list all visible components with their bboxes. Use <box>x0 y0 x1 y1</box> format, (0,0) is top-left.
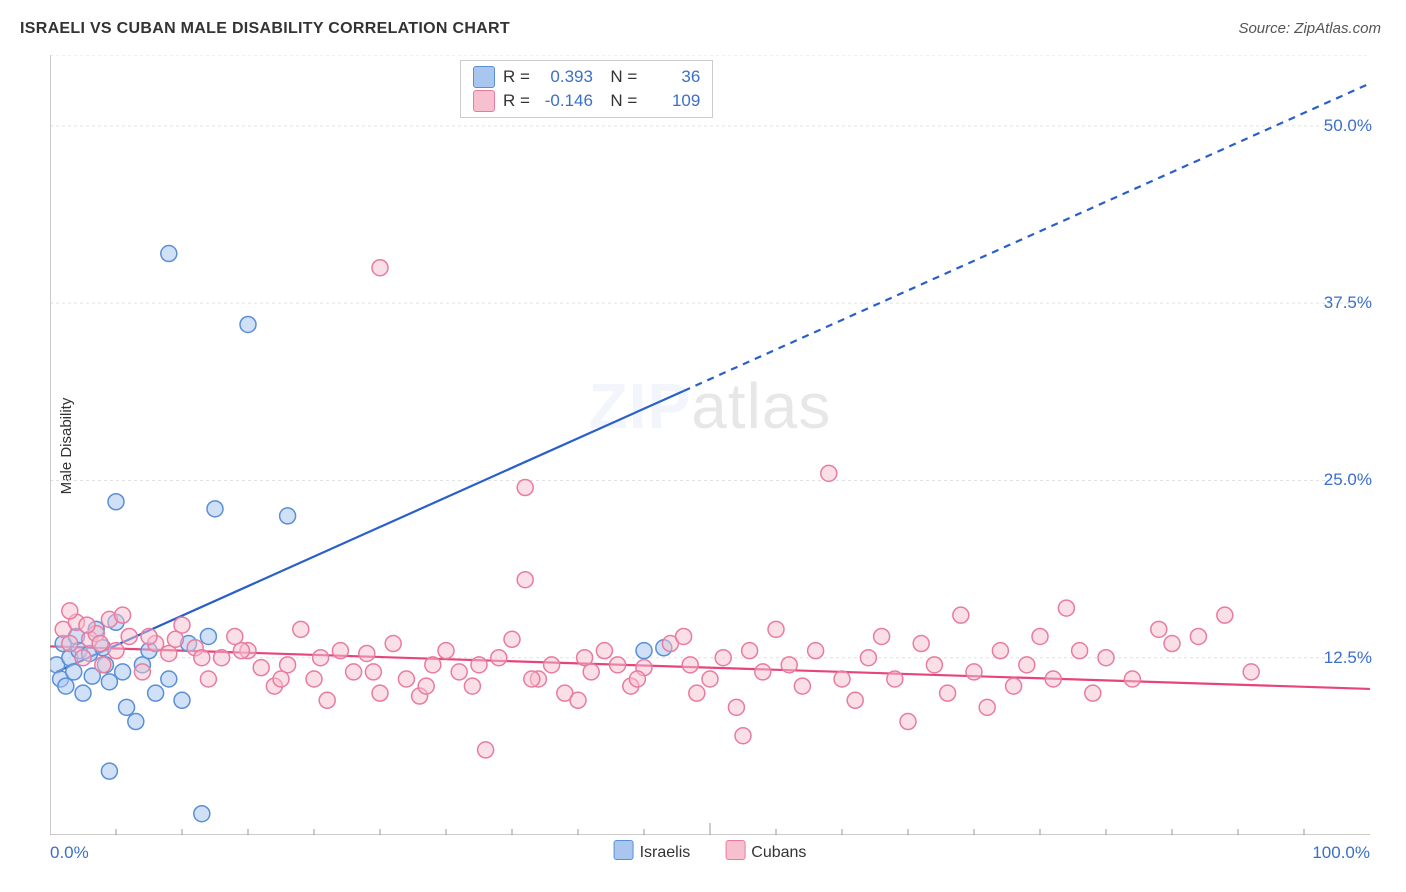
y-tick-label: 25.0% <box>1324 470 1372 490</box>
series-legend: Israelis Cubans <box>614 840 807 862</box>
stat-legend-row: R =0.393 N =36 <box>473 65 700 89</box>
legend-swatch <box>473 66 495 88</box>
y-tick-label: 37.5% <box>1324 293 1372 313</box>
legend-item: Cubans <box>725 840 806 862</box>
source-label: Source: ZipAtlas.com <box>1238 20 1381 37</box>
correlation-legend: R =0.393 N =36R =-0.146 N =109 <box>460 60 713 118</box>
legend-swatch <box>725 840 745 860</box>
chart-title: ISRAELI VS CUBAN MALE DISABILITY CORRELA… <box>20 20 510 38</box>
legend-swatch <box>614 840 634 860</box>
y-tick-label: 50.0% <box>1324 116 1372 136</box>
scatter-plot-svg <box>50 55 1370 835</box>
legend-item: Israelis <box>614 840 691 862</box>
y-tick-label: 12.5% <box>1324 648 1372 668</box>
chart-area: ZIPatlas R =0.393 N =36R =-0.146 N =109 … <box>50 55 1370 835</box>
x-tick-label: 0.0% <box>50 843 89 863</box>
stat-legend-row: R =-0.146 N =109 <box>473 89 700 113</box>
x-tick-label: 100.0% <box>1312 843 1370 863</box>
legend-swatch <box>473 90 495 112</box>
